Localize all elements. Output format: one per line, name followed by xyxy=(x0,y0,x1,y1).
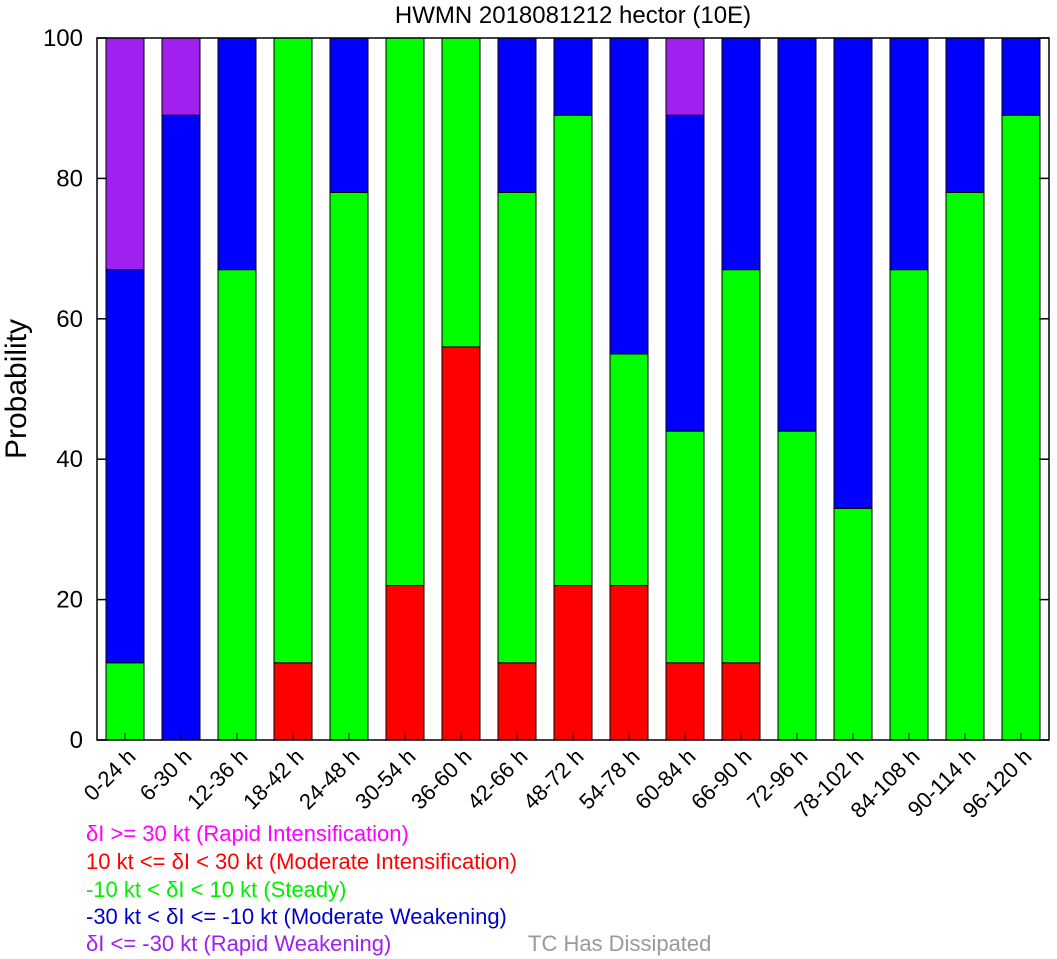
bar-segment-16-1 xyxy=(1001,114,1041,741)
y-tick-label: 60 xyxy=(56,306,83,333)
legend-rapid-weakening: δI <= -30 kt (Rapid Weakening) xyxy=(86,931,392,956)
bar-segment-15-1 xyxy=(945,191,985,741)
legend-tc-dissipated: TC Has Dissipated xyxy=(528,931,712,956)
y-tick-label: 100 xyxy=(43,25,83,52)
bar-segment-0-1 xyxy=(105,662,145,741)
bar-segment-4-1 xyxy=(329,191,369,741)
bar-segment-8-0 xyxy=(553,585,593,741)
y-tick-label: 0 xyxy=(70,727,83,754)
y-tick-label: 80 xyxy=(56,165,83,192)
x-tick-label: 60-84 h xyxy=(630,744,700,814)
bar-segment-6-1 xyxy=(441,37,481,348)
bar-segment-12-2 xyxy=(777,37,817,432)
bar-segment-8-2 xyxy=(553,37,593,116)
y-axis-label: Probability xyxy=(0,319,33,459)
bar-segment-9-0 xyxy=(609,585,649,741)
bar-segment-3-1 xyxy=(273,37,313,664)
x-tick-label: 54-78 h xyxy=(574,744,644,814)
bar-segment-13-2 xyxy=(833,37,873,509)
bar-segment-7-1 xyxy=(497,191,537,664)
bar-segment-1-2 xyxy=(161,114,201,741)
bar-segment-13-1 xyxy=(833,507,873,741)
y-tick-label: 40 xyxy=(56,446,83,473)
x-tick-label: 42-66 h xyxy=(462,744,532,814)
bar-segment-10-1 xyxy=(665,430,705,664)
bar-segment-3-0 xyxy=(273,662,313,741)
bar-segment-11-1 xyxy=(721,269,761,664)
legend-steady: -10 kt < δI < 10 kt (Steady) xyxy=(86,877,347,902)
bar-segment-9-2 xyxy=(609,37,649,355)
bar-segment-10-0 xyxy=(665,662,705,741)
legend-rapid-intensification: δI >= 30 kt (Rapid Intensification) xyxy=(86,821,409,846)
x-tick-label: 30-54 h xyxy=(350,744,420,814)
legend-moderate-intensification: 10 kt <= δI < 30 kt (Moderate Intensific… xyxy=(86,849,518,874)
bar-segment-1-3 xyxy=(161,37,201,116)
bar-segment-15-2 xyxy=(945,37,985,193)
bars-group xyxy=(105,37,1041,741)
x-tick-label: 12-36 h xyxy=(182,744,252,814)
bar-segment-6-0 xyxy=(441,346,481,741)
bar-segment-14-2 xyxy=(889,37,929,271)
x-tick-label: 0-24 h xyxy=(79,744,141,806)
x-tick-label: 48-72 h xyxy=(518,744,588,814)
bar-segment-11-0 xyxy=(721,662,761,741)
x-tick-label: 18-42 h xyxy=(238,744,308,814)
y-tick-label: 20 xyxy=(56,587,83,614)
bar-segment-9-1 xyxy=(609,353,649,587)
bar-segment-16-2 xyxy=(1001,37,1041,116)
plot-frame xyxy=(96,37,1050,741)
bar-segment-10-3 xyxy=(665,37,705,116)
bar-segment-12-1 xyxy=(777,430,817,741)
bar-segment-0-3 xyxy=(105,37,145,271)
bar-segment-14-1 xyxy=(889,269,929,741)
x-tick-label: 36-60 h xyxy=(406,744,476,814)
x-tick-label: 24-48 h xyxy=(294,744,364,814)
bar-segment-0-2 xyxy=(105,269,145,664)
bar-segment-7-0 xyxy=(497,662,537,741)
bar-segment-5-1 xyxy=(385,37,425,587)
legend-moderate-weakening: -30 kt < δI <= -10 kt (Moderate Weakenin… xyxy=(86,904,507,929)
bar-segment-4-2 xyxy=(329,37,369,193)
x-tick-label: 66-90 h xyxy=(686,744,756,814)
bar-segment-11-2 xyxy=(721,37,761,271)
bar-segment-7-2 xyxy=(497,37,537,193)
bar-segment-10-2 xyxy=(665,114,705,432)
chart-title: HWMN 2018081212 hector (10E) xyxy=(394,2,752,29)
bar-segment-2-2 xyxy=(217,37,257,271)
bar-segment-8-1 xyxy=(553,114,593,587)
bar-segment-5-0 xyxy=(385,585,425,741)
bar-segment-2-1 xyxy=(217,269,257,741)
